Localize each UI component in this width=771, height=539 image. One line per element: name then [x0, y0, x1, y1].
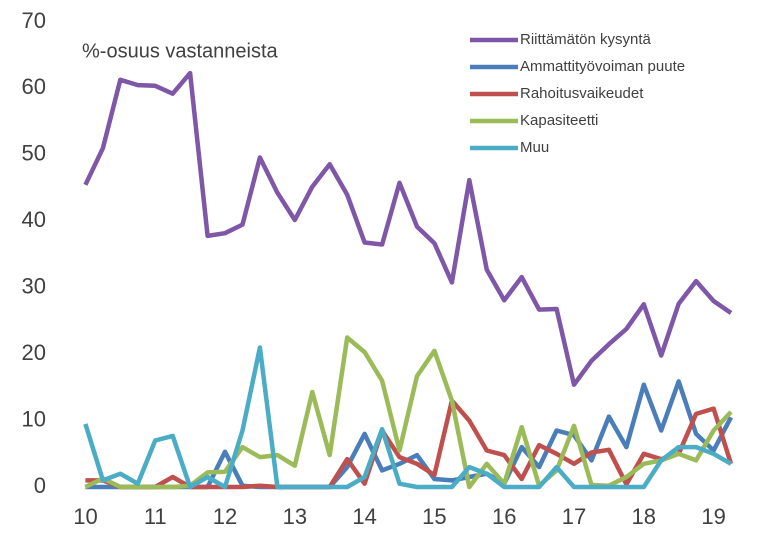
x-tick-label: 18 [632, 504, 656, 529]
y-tick-label: 60 [22, 74, 46, 99]
y-tick-label: 50 [22, 141, 46, 166]
legend-label: Kapasiteetti [520, 112, 598, 129]
x-tick-label: 19 [701, 504, 725, 529]
legend-label: Rahoitusvaikeudet [520, 85, 644, 102]
y-tick-label: 30 [22, 274, 46, 299]
x-tick-label: 12 [213, 504, 237, 529]
legend-label: Riittämätön kysyntä [520, 31, 652, 48]
series-line [83, 345, 733, 490]
y-tick-label: 0 [34, 473, 46, 498]
x-tick-label: 10 [73, 504, 97, 529]
y-tick-label: 70 [22, 8, 46, 33]
y-tick-label: 40 [22, 207, 46, 232]
x-tick-label: 14 [352, 504, 376, 529]
series-line [83, 70, 733, 387]
legend-label: Ammattityövoiman puute [520, 58, 685, 75]
x-tick-label: 13 [283, 504, 307, 529]
x-tick-label: 16 [492, 504, 516, 529]
legend-label: Muu [520, 139, 549, 156]
x-tick-label: 17 [562, 504, 586, 529]
y-tick-label: 20 [22, 340, 46, 365]
y-tick-label: 10 [22, 406, 46, 431]
x-tick-label: 15 [422, 504, 446, 529]
annotation: %-osuus vastanneista [82, 40, 279, 62]
x-tick-label: 11 [144, 504, 167, 529]
